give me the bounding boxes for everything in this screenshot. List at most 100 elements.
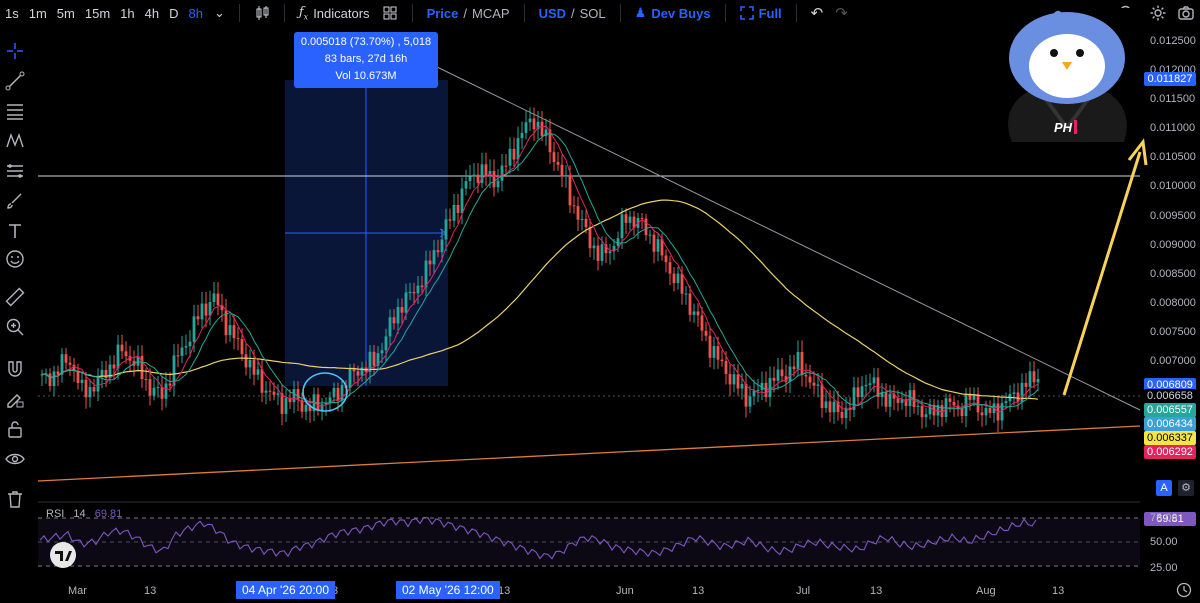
candle-body — [644, 218, 648, 236]
zoom-tool[interactable] — [4, 316, 26, 338]
divider — [238, 4, 240, 22]
redo-button[interactable]: ↷ — [829, 4, 854, 22]
gear-icon: ⚙ — [1181, 482, 1191, 494]
price-tick: 0.007500 — [1150, 326, 1196, 339]
candle-body — [196, 316, 200, 320]
keep-drawing-tool[interactable] — [4, 388, 26, 410]
timeframe-dropdown[interactable]: ⌄ — [208, 5, 231, 21]
candle-body — [692, 311, 696, 315]
candle-body — [524, 122, 528, 133]
fib-tool[interactable] — [4, 100, 26, 122]
candle-body — [484, 164, 488, 177]
timeframe-15m[interactable]: 15m — [84, 5, 111, 21]
price-tick: 0.009000 — [1150, 238, 1196, 251]
time-highlight-end: 02 May '26 12:00 — [396, 581, 500, 599]
price-label-6: 0.006292 — [1144, 445, 1196, 459]
candle-body — [852, 387, 856, 410]
timeframe-d[interactable]: D — [169, 5, 179, 21]
time-tick: Aug — [976, 585, 996, 597]
currency-toggle[interactable]: USD / SOL — [533, 6, 612, 21]
penguin-mascot-image: PH — [992, 8, 1137, 142]
rsi-name: RSI — [46, 508, 65, 520]
candle-body — [860, 386, 864, 398]
eye-icon — [5, 453, 25, 465]
mcap-option[interactable]: MCAP — [472, 5, 510, 21]
divider — [411, 4, 413, 22]
candle-body — [72, 364, 76, 371]
auto-scale-button[interactable]: A — [1156, 480, 1172, 496]
dev-buys-toggle[interactable]: ♟ Dev Buys — [629, 5, 717, 21]
candle-body — [160, 387, 164, 399]
rsi-legend[interactable]: RSI 14 69.81 — [46, 508, 128, 520]
camera-button[interactable] — [1177, 4, 1195, 22]
time-tick: 13 — [144, 585, 157, 597]
timeframe-1h[interactable]: 1h — [120, 5, 135, 21]
timeframe-8h[interactable]: 8h — [188, 5, 203, 21]
candle-body — [760, 382, 764, 391]
candle-body — [984, 407, 988, 416]
timeframe-1m[interactable]: 1m — [28, 5, 47, 21]
timeframe-5m[interactable]: 5m — [56, 5, 75, 21]
dev-buys-label: Dev Buys — [651, 5, 711, 21]
measure-tool[interactable] — [4, 286, 26, 308]
candle-body — [60, 354, 64, 375]
timeframe-1s[interactable]: 1s — [5, 5, 19, 21]
axis-settings-button[interactable]: ⚙ — [1178, 480, 1194, 496]
layouts-button[interactable] — [376, 5, 404, 21]
candle-body — [308, 404, 312, 412]
candle-body — [76, 370, 80, 383]
rsi-tick-25: 25.00 — [1150, 562, 1178, 574]
fullscreen-button[interactable]: Full — [734, 6, 788, 21]
candle-body — [176, 355, 180, 357]
delete-tool[interactable] — [4, 488, 26, 510]
timezone-button[interactable] — [1176, 582, 1192, 598]
sol-option[interactable]: SOL — [579, 5, 606, 21]
candle-body — [1012, 392, 1016, 394]
candle-body — [568, 175, 572, 206]
candle-body — [820, 384, 824, 408]
candle-body — [400, 307, 404, 313]
candle-body — [352, 368, 356, 372]
trendline-tool[interactable] — [4, 70, 26, 92]
time-tick: Jun — [616, 585, 634, 597]
price-option[interactable]: Price — [426, 5, 459, 21]
candle-body — [1036, 379, 1040, 383]
candle-body — [268, 390, 272, 392]
candle-body — [920, 405, 924, 418]
divider — [619, 4, 621, 22]
usd-option[interactable]: USD — [538, 5, 567, 21]
candle-body — [840, 412, 844, 419]
magnet-tool[interactable] — [4, 358, 26, 380]
candle-body — [236, 338, 240, 340]
candle-body — [388, 317, 392, 337]
candle-body — [812, 382, 816, 386]
emoji-tool[interactable] — [4, 248, 26, 270]
timeframe-4h[interactable]: 4h — [144, 5, 160, 21]
candle-body — [604, 244, 608, 254]
crosshair-tool[interactable] — [4, 40, 26, 62]
candle-type-button[interactable] — [248, 5, 276, 21]
indicators-button[interactable]: ƒx Indicators — [293, 5, 376, 22]
fullscreen-icon — [739, 6, 754, 20]
candles-icon — [256, 6, 269, 20]
undo-button[interactable]: ↶ — [805, 4, 830, 22]
candle-body — [676, 273, 680, 284]
price-mcap-toggle[interactable]: Price / MCAP — [421, 6, 516, 21]
candle-body — [808, 376, 812, 383]
price-tick: 0.011500 — [1150, 93, 1196, 106]
function-icon: ƒx — [298, 4, 309, 22]
lock-tool[interactable] — [4, 418, 26, 440]
pattern-tool[interactable] — [4, 130, 26, 152]
candle-body — [184, 346, 188, 348]
settings-button[interactable] — [1149, 4, 1167, 22]
text-tool[interactable] — [4, 220, 26, 242]
visibility-tool[interactable] — [4, 448, 26, 470]
brush-tool[interactable] — [4, 190, 26, 212]
prediction-tool[interactable] — [4, 160, 26, 182]
candle-body — [892, 393, 896, 399]
pencil-lock-icon — [7, 394, 24, 408]
time-tick: 3 — [332, 585, 339, 597]
candle-body — [632, 216, 636, 228]
candle-body — [412, 292, 416, 294]
